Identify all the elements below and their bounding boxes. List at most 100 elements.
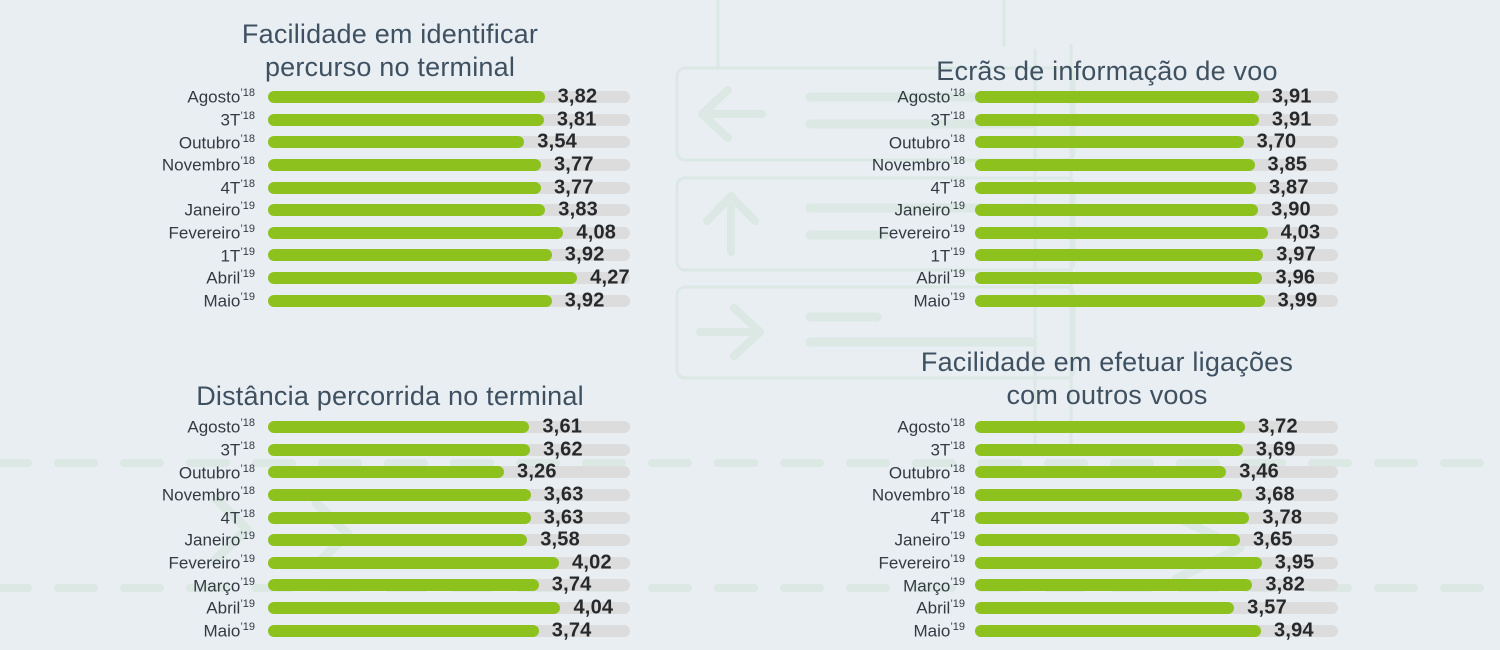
value-label: 4,02 bbox=[572, 551, 612, 574]
bar-row: Abril’19 4,27 bbox=[40, 267, 630, 290]
value-label: 4,08 bbox=[576, 221, 617, 244]
bar-row: Janeiro’19 3,90 bbox=[750, 199, 1338, 222]
category-label: Janeiro’19 bbox=[40, 201, 255, 219]
bar bbox=[268, 226, 564, 239]
period-superscript: ’18 bbox=[950, 485, 965, 498]
value-label: 3,81 bbox=[556, 108, 597, 131]
category-label: 1T’19 bbox=[40, 245, 255, 264]
bar-track: 3,91 bbox=[975, 108, 1338, 130]
bar-row: Abril’19 3,96 bbox=[750, 267, 1338, 290]
category-name: Agosto bbox=[897, 418, 951, 438]
category-label: 3T’18 bbox=[750, 111, 965, 129]
period-superscript: ’18 bbox=[240, 417, 255, 430]
bar bbox=[975, 489, 1243, 502]
category-name: 3T bbox=[220, 110, 241, 130]
bar-row: Abril’19 3,57 bbox=[750, 597, 1338, 620]
period-superscript: ’19 bbox=[240, 223, 255, 236]
bar-row: Outubro’18 3,46 bbox=[750, 461, 1338, 484]
bar-track: 3,46 bbox=[975, 461, 1338, 483]
bar-track: 3,72 bbox=[975, 416, 1338, 438]
bar-row: Outubro’18 3,70 bbox=[750, 131, 1338, 154]
category-name: Outubro bbox=[178, 133, 241, 153]
category-name: Fevereiro bbox=[168, 223, 241, 243]
chart-title: Facilidade em identificar percurso no ter… bbox=[90, 18, 690, 84]
chart-rows: Agosto’18 3,72 3T’18 3,69 Outubro’18 3,46 Nove… bbox=[750, 416, 1338, 642]
value-label: 3,57 bbox=[1247, 596, 1287, 619]
value-label: 3,99 bbox=[1277, 289, 1318, 312]
chart-rows: Agosto’18 3,82 3T’18 3,81 Outubro’18 3,54 Nove… bbox=[40, 86, 630, 312]
chart-title-line: Distância percorrida no terminal bbox=[196, 381, 584, 411]
bar-row: Maio’19 3,94 bbox=[750, 619, 1338, 642]
bar-track: 3,26 bbox=[268, 461, 630, 483]
value-label: 3,63 bbox=[543, 483, 584, 506]
category-label: Fevereiro’19 bbox=[750, 554, 966, 572]
category-name: Novembro bbox=[871, 485, 951, 505]
period-superscript: ’19 bbox=[240, 245, 255, 258]
bar bbox=[268, 602, 561, 615]
chart-title-line: Facilidade em identificar bbox=[241, 19, 539, 49]
category-label: Abril’19 bbox=[750, 599, 965, 617]
bar-row: Maio’19 3,92 bbox=[40, 289, 630, 312]
bar bbox=[268, 511, 531, 524]
period-superscript: ’18 bbox=[240, 462, 255, 475]
category-label: Fevereiro’19 bbox=[40, 223, 256, 243]
bar-track: 3,97 bbox=[975, 244, 1338, 266]
bar-row: 1T’19 3,97 bbox=[750, 244, 1338, 267]
bar bbox=[975, 113, 1259, 126]
bar bbox=[975, 91, 1259, 104]
bar-row: 3T’18 3,62 bbox=[40, 438, 630, 462]
bar bbox=[268, 136, 525, 149]
bar-row: Novembro’18 3,77 bbox=[40, 154, 630, 177]
category-label: Fevereiro’19 bbox=[750, 224, 966, 242]
value-label: 3,83 bbox=[558, 198, 599, 221]
chart-title: Ecrãs de informação de voo bbox=[807, 55, 1407, 88]
category-label: Outubro’18 bbox=[40, 133, 255, 153]
value-label: 3,95 bbox=[1274, 551, 1315, 574]
bar-row: Maio’19 3,99 bbox=[750, 289, 1338, 312]
category-name: Outubro bbox=[888, 463, 951, 483]
value-label: 4,27 bbox=[590, 266, 630, 289]
category-label: Maio’19 bbox=[750, 291, 965, 309]
bar-row: Março’19 3,74 bbox=[40, 574, 630, 597]
category-label: 3T’18 bbox=[40, 441, 255, 459]
bar-track: 3,61 bbox=[268, 416, 630, 438]
category-name: Abril bbox=[916, 598, 951, 618]
bar-row: Fevereiro’19 4,08 bbox=[40, 221, 630, 245]
value-label: 3,54 bbox=[537, 130, 578, 153]
period-superscript: ’18 bbox=[950, 132, 965, 145]
category-label: 3T’18 bbox=[750, 441, 965, 459]
chart-title-line: Ecrãs de informação de voo bbox=[936, 56, 1278, 86]
bar bbox=[975, 226, 1268, 239]
value-label: 3,61 bbox=[542, 415, 583, 438]
category-name: Novembro bbox=[871, 155, 951, 175]
category-name: Novembro bbox=[161, 155, 241, 175]
bar bbox=[268, 204, 546, 217]
bar bbox=[975, 294, 1265, 307]
value-label: 3,94 bbox=[1274, 619, 1314, 642]
bar bbox=[975, 602, 1235, 615]
bar-track: 3,63 bbox=[268, 506, 630, 528]
bar-track: 3,94 bbox=[975, 619, 1338, 641]
period-superscript: ’18 bbox=[240, 485, 255, 498]
period-superscript: ’19 bbox=[950, 530, 965, 543]
chart-rows: Agosto’18 3,61 3T’18 3,62 Outubro’18 3,26 Nove… bbox=[40, 416, 630, 642]
bar bbox=[975, 204, 1259, 217]
category-label: Maio’19 bbox=[40, 291, 255, 309]
category-label: Outubro’18 bbox=[750, 132, 965, 151]
value-label: 3,70 bbox=[1256, 130, 1297, 153]
period-superscript: ’18 bbox=[240, 155, 255, 168]
value-label: 3,97 bbox=[1276, 243, 1316, 266]
category-label: 4T’18 bbox=[750, 178, 965, 196]
period-superscript: ’19 bbox=[240, 268, 255, 281]
category-label: Março’19 bbox=[40, 576, 255, 596]
value-label: 3,77 bbox=[553, 153, 594, 176]
category-name: 3T bbox=[930, 110, 951, 130]
bar-row: Janeiro’19 3,58 bbox=[40, 529, 630, 552]
category-name: Janeiro bbox=[184, 531, 241, 551]
bar-track: 3,78 bbox=[975, 506, 1338, 528]
period-superscript: ’18 bbox=[240, 177, 255, 190]
category-label: Novembro’18 bbox=[40, 156, 255, 174]
bar bbox=[268, 294, 552, 307]
category-name: Março bbox=[193, 576, 241, 596]
